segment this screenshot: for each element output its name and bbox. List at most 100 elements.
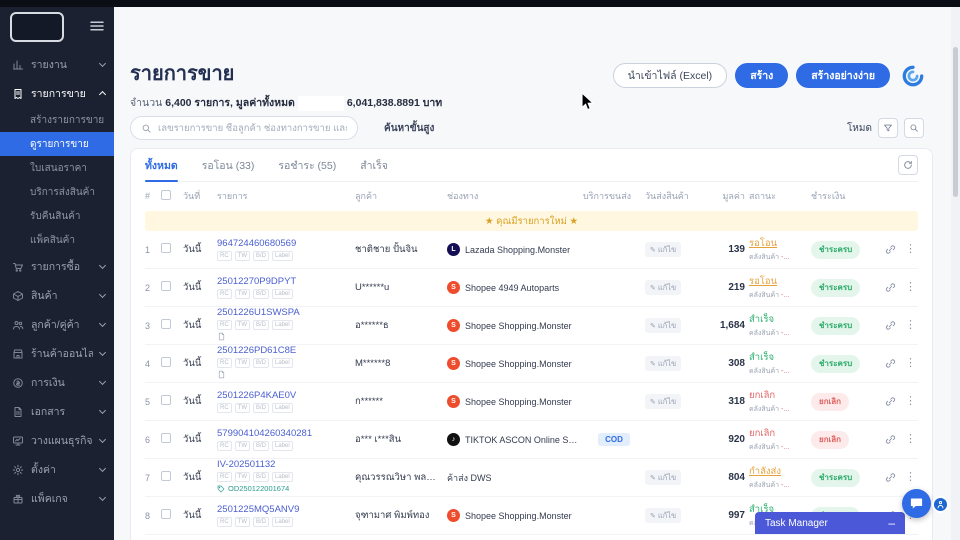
kebab-menu-icon[interactable]: ⋮	[905, 471, 916, 483]
row-checkbox[interactable]	[161, 357, 171, 367]
sidebar-toggle-icon[interactable]	[88, 17, 106, 35]
sidebar-item-sales[interactable]: รายการขาย	[0, 79, 114, 108]
accessibility-widget-button[interactable]	[932, 496, 949, 513]
task-manager-bar[interactable]: Task Manager –	[755, 512, 905, 534]
channel-name: Shopee Shopping.Monster	[465, 358, 572, 369]
new-items-banner[interactable]: ★ คุณมีรายการใหม่ ★	[145, 211, 918, 231]
sidebar-subitem-returns[interactable]: รับคืนสินค้า	[30, 210, 81, 222]
row-checkbox[interactable]	[161, 319, 171, 329]
edit-delivery-button[interactable]: ✎ แก้ไข	[645, 394, 682, 409]
kebab-menu-icon[interactable]: ⋮	[905, 281, 916, 293]
sidebar-item-finance[interactable]: การเงิน	[0, 368, 114, 397]
status-text[interactable]: สำเร็จ	[749, 504, 775, 515]
edit-delivery-button[interactable]: ✎ แก้ไข	[645, 280, 682, 295]
order-link[interactable]: 2501225MQ5ANV9	[217, 504, 300, 515]
filter-mode-button[interactable]	[878, 118, 898, 138]
minimize-button[interactable]: –	[888, 516, 895, 530]
row-checkbox[interactable]	[161, 243, 171, 253]
payment-badge: ชำระครบ	[811, 316, 861, 335]
copy-link-icon[interactable]	[885, 320, 896, 331]
store-icon	[12, 348, 24, 360]
edit-delivery-button[interactable]: ✎ แก้ไข	[645, 356, 682, 371]
channel-name: Shopee Shopping.Monster	[465, 320, 572, 331]
warehouse-note: คลังสินค้า -...	[749, 406, 790, 413]
sidebar-item-reports[interactable]: รายงาน	[0, 50, 114, 79]
edit-delivery-button[interactable]: ✎ แก้ไข	[645, 242, 682, 257]
status-text[interactable]: ยกเลิก	[749, 390, 776, 401]
tab-pending-payment[interactable]: รอชำระ (55)	[278, 159, 337, 172]
summary-line: จำนวน 6,400 รายการ, มูลค่าทั้งหมด 6,041,8…	[130, 94, 442, 111]
sidebar-subitem-delivery-service[interactable]: บริการส่งสินค้า	[30, 186, 95, 198]
sidebar-item-settings[interactable]: ตั้งค่า	[0, 455, 114, 484]
edit-delivery-button[interactable]: ✎ แก้ไข	[645, 470, 682, 485]
sidebar-subitem-packing[interactable]: แพ็คสินค้า	[30, 234, 75, 246]
row-checkbox[interactable]	[161, 433, 171, 443]
app-logo[interactable]	[10, 12, 64, 42]
order-link[interactable]: 2501226P4KAE0V	[217, 390, 297, 401]
tab-pending-transfer[interactable]: รอโอน (33)	[201, 159, 255, 172]
copy-link-icon[interactable]	[885, 396, 896, 407]
row-checkbox[interactable]	[161, 281, 171, 291]
order-link[interactable]: 25012270P9DPYT	[217, 276, 297, 287]
status-link[interactable]: รอโอน	[749, 276, 778, 287]
kebab-menu-icon[interactable]: ⋮	[905, 395, 916, 407]
status-link[interactable]: กำลังส่ง	[749, 466, 781, 477]
row-checkbox[interactable]	[161, 395, 171, 405]
sidebar-item-purchases[interactable]: รายการซื้อ	[0, 252, 114, 281]
order-link[interactable]: 2501226U1SWSPA	[217, 307, 300, 318]
scrollbar[interactable]	[951, 7, 960, 540]
sidebar-item-documents[interactable]: เอกสาร	[0, 397, 114, 426]
status-text[interactable]: ยกเลิก	[749, 428, 776, 439]
chat-bubble-button[interactable]	[902, 489, 931, 518]
sidebar-item-online-stores[interactable]: ร้านค้าออนไลน์	[0, 339, 114, 368]
sidebar-item-products[interactable]: สินค้า	[0, 281, 114, 310]
order-value: 139	[728, 244, 745, 255]
copy-link-icon[interactable]	[885, 282, 896, 293]
sidebar-item-customers[interactable]: ลูกค้า/คู่ค้า	[0, 310, 114, 339]
row-checkbox[interactable]	[161, 509, 171, 519]
advanced-search-link[interactable]: ค้นหาขั้นสูง	[384, 122, 435, 134]
refresh-button[interactable]	[898, 155, 918, 175]
sidebar-subitem-create-sale[interactable]: สร้างรายการขาย	[30, 114, 105, 126]
status-link[interactable]: รอโอน	[749, 238, 778, 249]
order-link[interactable]: IV-202501132	[217, 459, 276, 471]
kebab-menu-icon[interactable]: ⋮	[905, 433, 916, 445]
reference-tag[interactable]: OD250122001674	[217, 484, 289, 493]
create-simple-button[interactable]: สร้างอย่างง่าย	[796, 63, 890, 88]
row-checkbox[interactable]	[161, 471, 171, 481]
copy-link-icon[interactable]	[885, 434, 896, 445]
order-link[interactable]: 579904104260340281	[217, 428, 313, 439]
chevron-down-icon	[98, 406, 107, 415]
tab-completed[interactable]: สำเร็จ	[360, 159, 388, 172]
status-text[interactable]: สำเร็จ	[749, 352, 775, 363]
note-document-icon[interactable]	[217, 370, 226, 379]
kebab-menu-icon[interactable]: ⋮	[905, 357, 916, 369]
chevron-down-icon	[98, 290, 107, 299]
copy-link-icon[interactable]	[885, 244, 896, 255]
search-bar[interactable]	[130, 116, 358, 140]
search-input[interactable]	[158, 122, 347, 134]
copy-link-icon[interactable]	[885, 358, 896, 369]
edit-delivery-button[interactable]: ✎ แก้ไข	[645, 508, 682, 523]
sidebar-item-package[interactable]: แพ็คเกจ	[0, 484, 114, 513]
copy-link-icon[interactable]	[885, 472, 896, 483]
chevron-down-icon	[98, 261, 107, 270]
order-value: 318	[728, 396, 745, 407]
select-all-checkbox[interactable]	[161, 190, 171, 200]
search-mode-button[interactable]	[904, 118, 924, 138]
tab-all[interactable]: ทั้งหมด	[145, 149, 178, 182]
kebab-menu-icon[interactable]: ⋮	[905, 243, 916, 255]
create-button[interactable]: สร้าง	[735, 63, 789, 88]
status-text[interactable]: สำเร็จ	[749, 314, 775, 325]
row-date: วันนี้	[183, 510, 202, 521]
scrollbar-thumb[interactable]	[953, 47, 958, 197]
sidebar-subitem-view-sales[interactable]: ดูรายการขาย	[0, 132, 114, 156]
import-excel-button[interactable]: นำเข้าไฟล์ (Excel)	[612, 63, 728, 88]
note-document-icon[interactable]	[217, 332, 226, 341]
edit-delivery-button[interactable]: ✎ แก้ไข	[645, 318, 682, 333]
order-link[interactable]: 2501226PD61C8E	[217, 345, 297, 356]
sidebar-item-business-planning[interactable]: วางแผนธุรกิจ	[0, 426, 114, 455]
kebab-menu-icon[interactable]: ⋮	[905, 319, 916, 331]
sidebar-subitem-quotation[interactable]: ใบเสนอราคา	[30, 162, 87, 174]
order-link[interactable]: 964724460680569	[217, 238, 297, 249]
